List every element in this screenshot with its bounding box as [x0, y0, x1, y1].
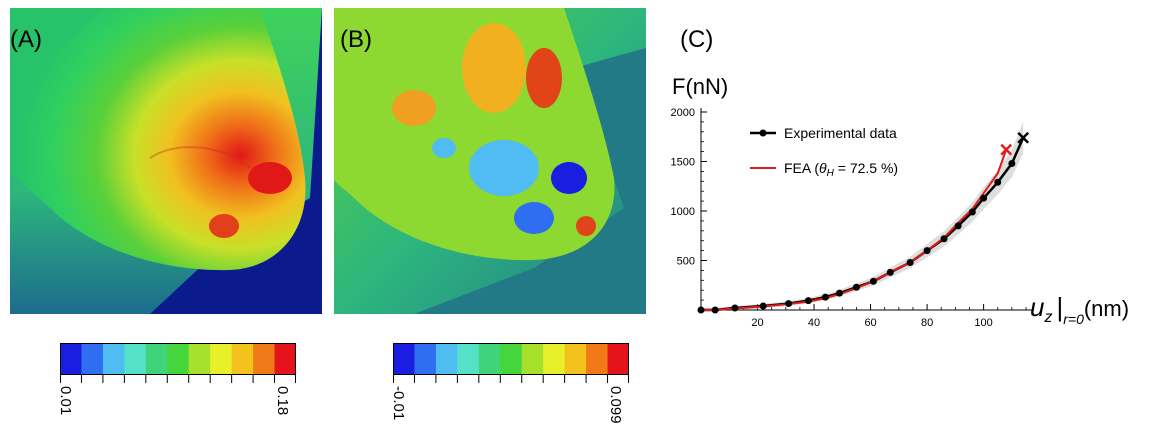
- colorbar-b-swatch: [393, 343, 415, 375]
- colorbar-b-max-label: 0.099: [607, 386, 624, 424]
- experimental-point: [804, 297, 812, 305]
- experimental-point: [697, 306, 705, 314]
- colorbar-b-swatch: [543, 343, 566, 375]
- colorbar-a-swatch: [60, 343, 82, 375]
- x-tick-label: 60: [864, 317, 876, 329]
- panel-b-label: (B): [340, 26, 372, 53]
- colorbar-a-svg: [60, 343, 297, 383]
- x-axis-label-sub2: r=0: [1063, 311, 1084, 327]
- colorbar-a-swatch: [81, 343, 104, 375]
- colorbar-a-swatch: [188, 343, 211, 375]
- fea-end-marker-stroke: [1000, 143, 1013, 156]
- x-tick-label: 80: [921, 317, 933, 329]
- colorbar-b-swatch: [521, 343, 544, 375]
- experimental-point: [869, 277, 877, 285]
- colorbar-a-swatch: [210, 343, 233, 375]
- colorbar-b-min-label: -0.01: [390, 386, 407, 421]
- experimental-point: [821, 293, 829, 301]
- colorbar-b-svg: [393, 343, 630, 383]
- experimental-end-marker-stroke: [1017, 131, 1030, 144]
- colorbar-a-frame: [60, 343, 296, 375]
- x-tick-label: 100: [974, 317, 992, 329]
- legend-fea-label: FEA (θH = 72.5 %): [784, 160, 898, 179]
- panel-c-label: (C): [680, 26, 714, 53]
- x-axis-label-sub1: z: [1044, 309, 1053, 326]
- colorbar-a-swatch: [274, 343, 297, 375]
- y-tick-label: 2000: [671, 107, 695, 119]
- colorbar-b-frame: [393, 343, 629, 375]
- chart-c-svg: 500 1000 1500 2000 20 40 60 80 100 Experimental …: [671, 107, 1034, 329]
- experimental-point: [954, 222, 962, 230]
- panel-b-contour-svg: [334, 8, 646, 314]
- colorbar-b-swatch: [478, 343, 501, 375]
- experimental-band: [701, 121, 1024, 310]
- colorbar-a-swatch: [231, 343, 254, 375]
- legend-fea-prefix: FEA (: [784, 160, 819, 176]
- colorbar-a-max-label: 0.18: [274, 386, 291, 416]
- experimental-point: [906, 258, 914, 266]
- legend-fea-suffix: = 72.5 %): [834, 160, 898, 176]
- experimental-point: [980, 194, 988, 202]
- legend-exp-label: Experimental data: [784, 125, 897, 141]
- experimental-point: [835, 289, 843, 297]
- colorbar-a: [60, 343, 297, 388]
- legend-fea-theta-sub: H: [827, 168, 835, 179]
- x-tick-label: 20: [751, 317, 763, 329]
- experimental-point: [711, 306, 719, 314]
- experimental-end-marker: [1017, 131, 1030, 144]
- experimental-point: [923, 247, 931, 255]
- x-axis-label-main: u: [1030, 292, 1045, 322]
- colorbar-b-swatch: [586, 343, 609, 375]
- colorbar-a-min-label: 0.01: [57, 386, 74, 416]
- panel-b-contour-image: [334, 8, 646, 314]
- legend-exp-marker: [759, 129, 767, 137]
- experimental-point: [1008, 159, 1016, 167]
- fea-end-marker: [1000, 143, 1013, 156]
- experimental-point: [731, 304, 739, 312]
- colorbar-a-swatch: [167, 343, 190, 375]
- colorbar-b-swatch: [564, 343, 587, 375]
- colorbar-b: [393, 343, 630, 388]
- legend-fea-theta: θ: [819, 160, 827, 176]
- x-tick-label: 40: [808, 317, 820, 329]
- experimental-point: [968, 208, 976, 216]
- x-axis-label-unit: (nm): [1083, 296, 1130, 321]
- experimental-point: [785, 300, 793, 308]
- colorbar-a-swatch: [124, 343, 147, 375]
- x-axis-label-bar: |: [1056, 292, 1064, 322]
- y-tick-label: 1000: [671, 206, 695, 218]
- experimental-point: [759, 302, 767, 310]
- experimental-point: [994, 178, 1002, 186]
- experimental-point: [886, 268, 894, 276]
- x-axis-label: uz |r=0(nm): [1030, 292, 1130, 327]
- colorbar-a-swatch: [253, 343, 276, 375]
- colorbar-b-swatch: [607, 343, 630, 375]
- y-tick-label: 500: [677, 256, 695, 268]
- colorbar-b-swatch: [435, 343, 458, 375]
- colorbar-a-swatch: [145, 343, 168, 375]
- chart-c: 500 1000 1500 2000 20 40 60 80 100 Experimental …: [650, 60, 1158, 365]
- experimental-point: [940, 235, 948, 243]
- y-tick-label: 1500: [671, 157, 695, 169]
- colorbar-b-swatch: [500, 343, 523, 375]
- panel-a-contour-svg: [10, 8, 322, 314]
- colorbar-a-swatch: [102, 343, 125, 375]
- panel-a-contour-image: [10, 8, 322, 314]
- colorbar-b-swatch: [414, 343, 437, 375]
- panel-a-label: (A): [10, 26, 42, 53]
- colorbar-b-swatch: [457, 343, 480, 375]
- experimental-point: [852, 283, 860, 291]
- y-axis-label: F(nN): [672, 74, 729, 99]
